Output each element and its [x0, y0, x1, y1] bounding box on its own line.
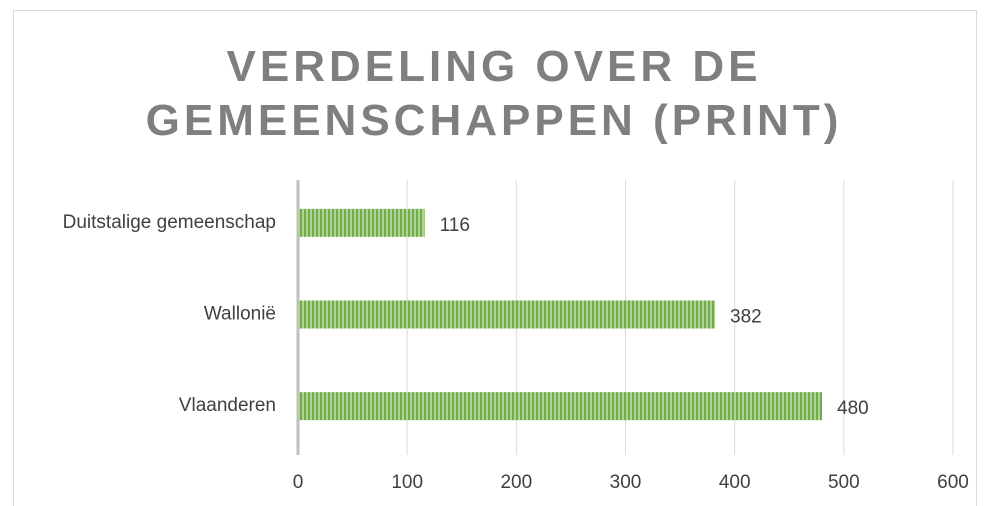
bar — [298, 300, 716, 329]
x-tick-label: 400 — [719, 472, 751, 493]
y-tick-label: Wallonië — [204, 304, 276, 325]
bar — [298, 208, 425, 237]
x-tick-label: 100 — [391, 472, 423, 493]
data-label: 480 — [837, 398, 869, 419]
x-tick-label: 300 — [610, 472, 642, 493]
x-tick-label: 600 — [937, 472, 969, 493]
x-tick-label: 500 — [828, 472, 860, 493]
x-tick-label: 0 — [293, 472, 304, 493]
data-label: 382 — [730, 307, 762, 328]
bar — [298, 392, 822, 421]
chart-frame — [13, 10, 977, 506]
y-tick-label: Duitstalige gemeenschap — [63, 212, 276, 233]
data-label: 116 — [440, 215, 470, 236]
x-tick-label: 200 — [500, 472, 532, 493]
y-tick-label: Vlaanderen — [179, 395, 276, 416]
chart-title: VERDELING OVER DE GEMEENSCHAPPEN (PRINT) — [145, 42, 843, 145]
